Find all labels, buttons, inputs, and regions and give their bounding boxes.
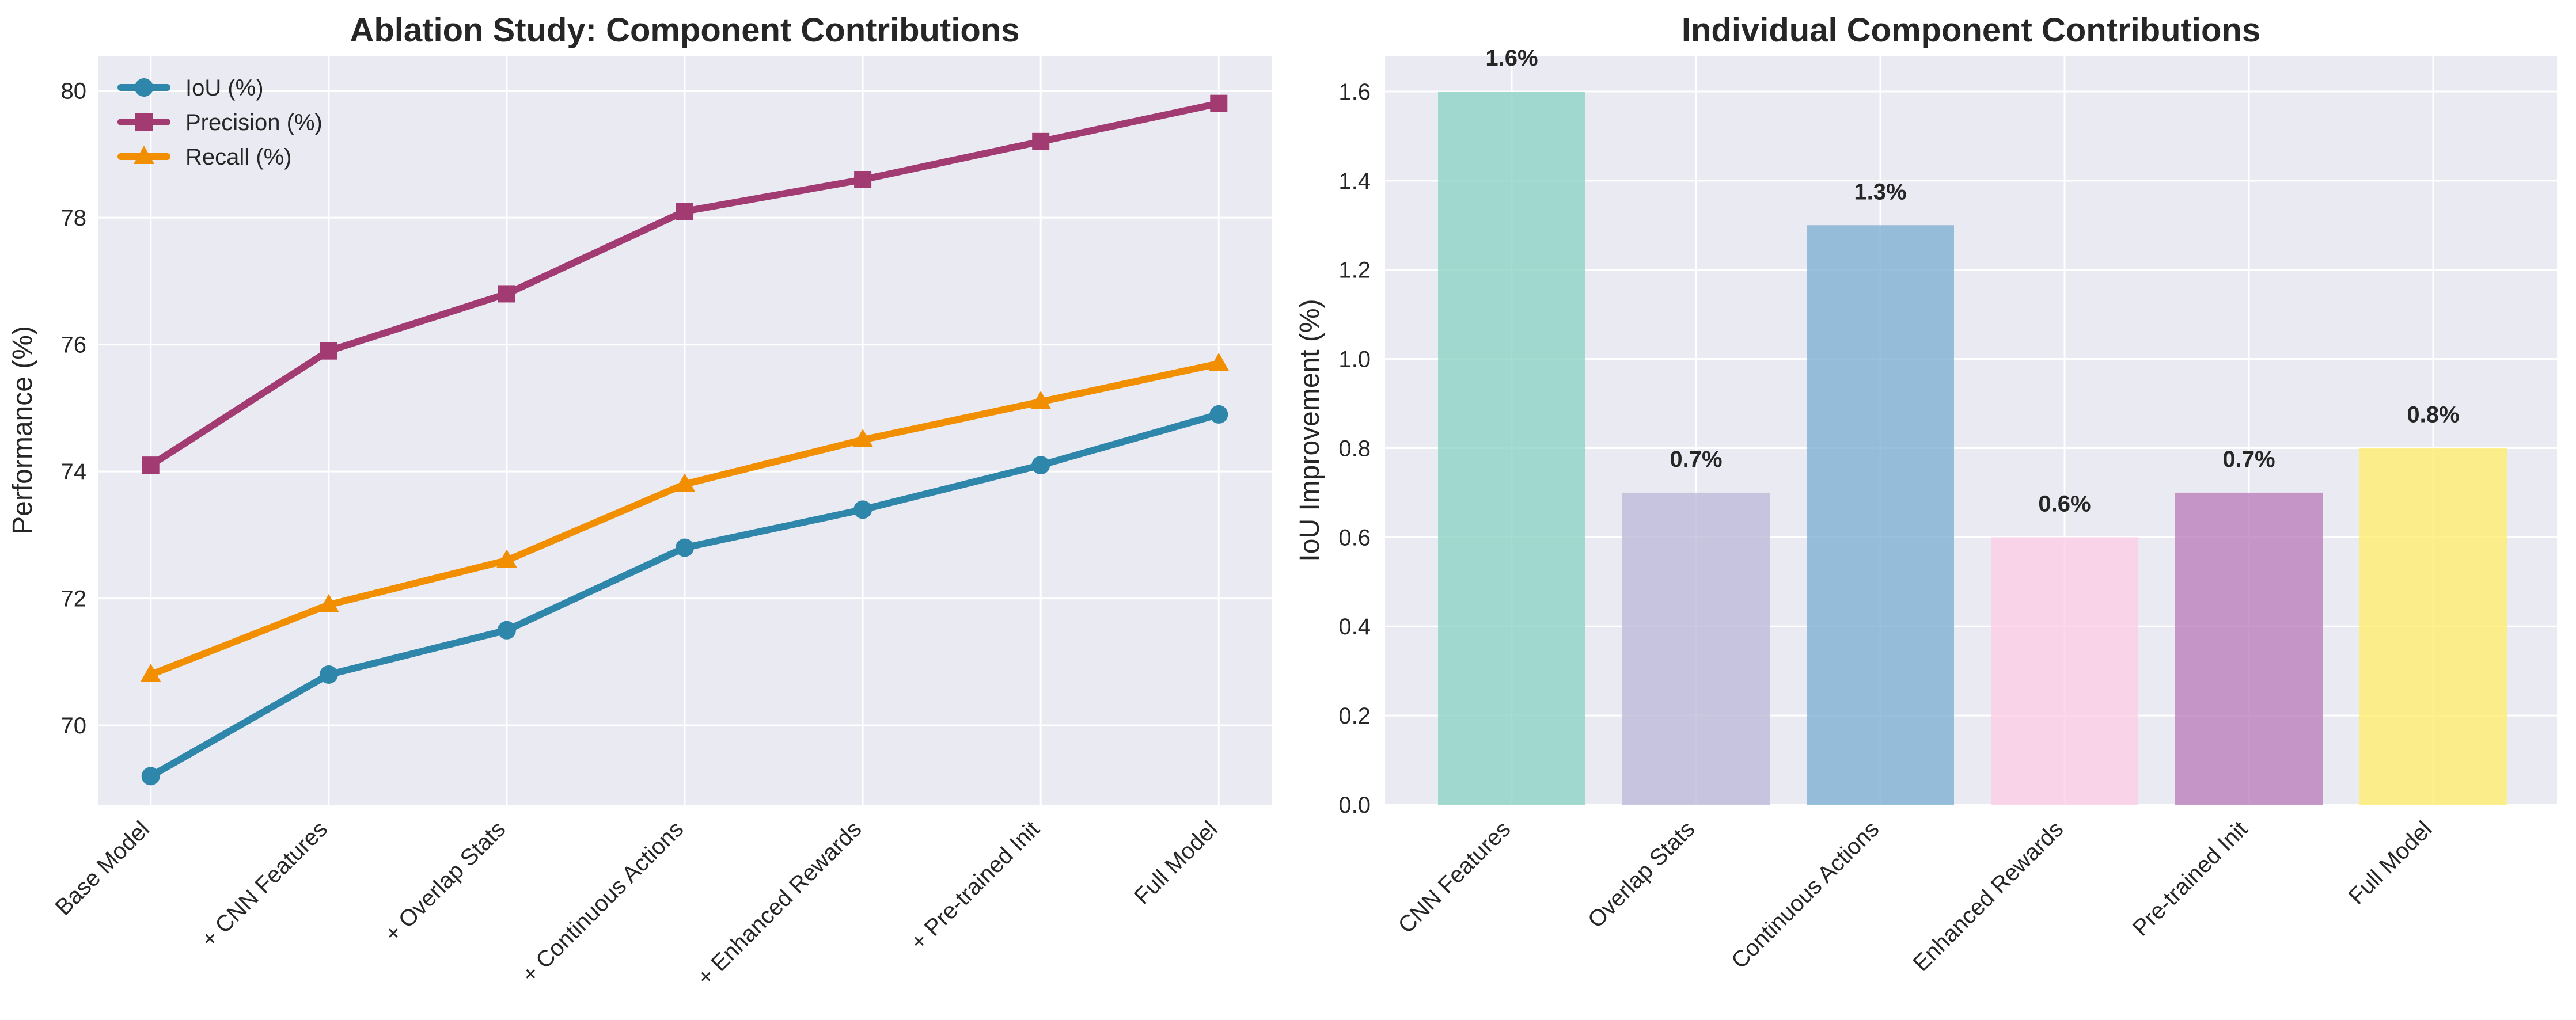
- bar: [1991, 537, 2138, 805]
- y-tick-labels: 0.0 0.2 0.4 0.6 0.8 1.0 1.2 1.4 1.6: [1338, 79, 1371, 818]
- data-point-marker: [854, 170, 872, 188]
- x-tick-label: Full Model: [2344, 816, 2437, 909]
- x-tick-label: + Pre-trained Init: [906, 816, 1045, 955]
- legend: IoU (%) Precision (%) Recall (%): [117, 75, 323, 170]
- chart-title: Individual Component Contributions: [1682, 12, 2260, 49]
- data-point-marker: [319, 665, 338, 684]
- legend-item: IoU (%): [117, 75, 264, 101]
- series-group: [140, 94, 1230, 786]
- data-point-marker: [1031, 456, 1050, 475]
- x-tick-label: + Overlap Stats: [380, 816, 510, 947]
- data-point-marker: [1210, 94, 1228, 112]
- y-tick-label: 74: [61, 459, 87, 485]
- data-point-marker: [674, 473, 695, 492]
- data-point-marker: [1032, 132, 1050, 150]
- y-tick-label: 72: [61, 587, 87, 612]
- bar: [1622, 492, 1770, 805]
- data-point-marker: [1030, 390, 1052, 409]
- y-tick-label: 76: [61, 333, 87, 358]
- y-tick-label: 78: [61, 205, 87, 231]
- data-point-marker: [134, 146, 154, 164]
- y-tick-label: 0.2: [1338, 703, 1371, 729]
- contribution-bar-chart: 1.6% 0.7% 1.3% 0.6% 0.7% 0.8% 0.0 0.2 0.4 0.6 0.8…: [1295, 12, 2557, 976]
- legend-item: Recall (%): [117, 144, 291, 170]
- y-tick-label: 1.6: [1338, 79, 1371, 105]
- bar: [2359, 448, 2507, 805]
- bar-value-label: 0.7%: [1670, 447, 1722, 472]
- bar: [1807, 225, 1954, 805]
- x-tick-label: Base Model: [51, 816, 154, 920]
- legend-label: Recall (%): [185, 144, 291, 170]
- data-point-marker: [135, 113, 153, 131]
- data-point-marker: [497, 621, 516, 640]
- x-tick-label: CNN Features: [1393, 816, 1515, 938]
- x-tick-label: + CNN Features: [196, 816, 332, 952]
- bar-value-label: 0.7%: [2222, 447, 2275, 472]
- series-recall: [140, 352, 1230, 682]
- data-point-marker: [498, 285, 515, 303]
- y-tick-label: 1.4: [1338, 169, 1371, 194]
- series-iou: [141, 405, 1228, 786]
- bar: [2175, 492, 2323, 805]
- bar-value-label: 0.6%: [2038, 491, 2091, 516]
- y-tick-label: 1.0: [1338, 347, 1371, 372]
- data-point-marker: [1209, 405, 1228, 424]
- series-precision: [142, 94, 1228, 474]
- x-tick-label: + Continuous Actions: [517, 816, 689, 988]
- y-tick-label: 70: [61, 713, 87, 739]
- x-tick-label: Continuous Actions: [1727, 816, 1884, 973]
- data-point-marker: [135, 78, 153, 97]
- data-point-marker: [320, 342, 337, 360]
- x-tick-labels: CNN Features Overlap Stats Continuous Acti…: [1393, 816, 2437, 976]
- y-tick-label: 80: [61, 79, 87, 104]
- data-point-marker: [140, 663, 161, 682]
- data-point-marker: [496, 549, 517, 568]
- legend-label: Precision (%): [185, 110, 323, 135]
- y-tick-labels: 70 72 74 76 78 80: [61, 79, 87, 739]
- chart-title: Ablation Study: Component Contributions: [350, 12, 1019, 49]
- data-point-marker: [676, 538, 694, 557]
- bar: [1438, 91, 1585, 805]
- data-point-marker: [1208, 352, 1230, 371]
- y-tick-label: 1.2: [1338, 258, 1371, 283]
- y-tick-label: 0.8: [1338, 436, 1371, 461]
- data-point-marker: [318, 593, 339, 612]
- legend-item: Precision (%): [117, 110, 323, 135]
- x-tick-label: + Enhanced Rewards: [692, 816, 866, 990]
- data-point-marker: [852, 429, 874, 448]
- y-tick-label: 0.0: [1338, 793, 1371, 818]
- data-point-marker: [853, 500, 872, 519]
- y-axis-label: Performance (%): [7, 326, 38, 535]
- bar-value-label: 1.3%: [1854, 179, 1906, 204]
- bar-value-label: 0.8%: [2407, 402, 2459, 427]
- x-tick-label: Full Model: [1129, 816, 1223, 909]
- y-tick-label: 0.6: [1338, 525, 1371, 550]
- data-labels: 1.6% 0.7% 1.3% 0.6% 0.7% 0.8%: [1485, 45, 2459, 516]
- x-tick-labels: Base Model + CNN Features + Overlap Stats +…: [51, 816, 1223, 990]
- ablation-line-chart: 70 72 74 76 78 80 Base Model + CNN Features + O…: [7, 12, 1272, 991]
- bar-value-label: 1.6%: [1485, 45, 1538, 71]
- legend-label: IoU (%): [185, 75, 264, 101]
- y-axis-label: IoU Improvement (%): [1295, 299, 1325, 561]
- x-tick-label: Pre-trained Init: [2128, 816, 2253, 941]
- bars-group: [1438, 91, 2507, 805]
- data-point-marker: [676, 203, 693, 220]
- y-tick-label: 0.4: [1338, 614, 1371, 640]
- x-tick-label: Enhanced Rewards: [1908, 816, 2068, 976]
- data-point-marker: [142, 456, 160, 474]
- data-point-marker: [141, 767, 160, 786]
- x-tick-label: Overlap Stats: [1583, 816, 1699, 933]
